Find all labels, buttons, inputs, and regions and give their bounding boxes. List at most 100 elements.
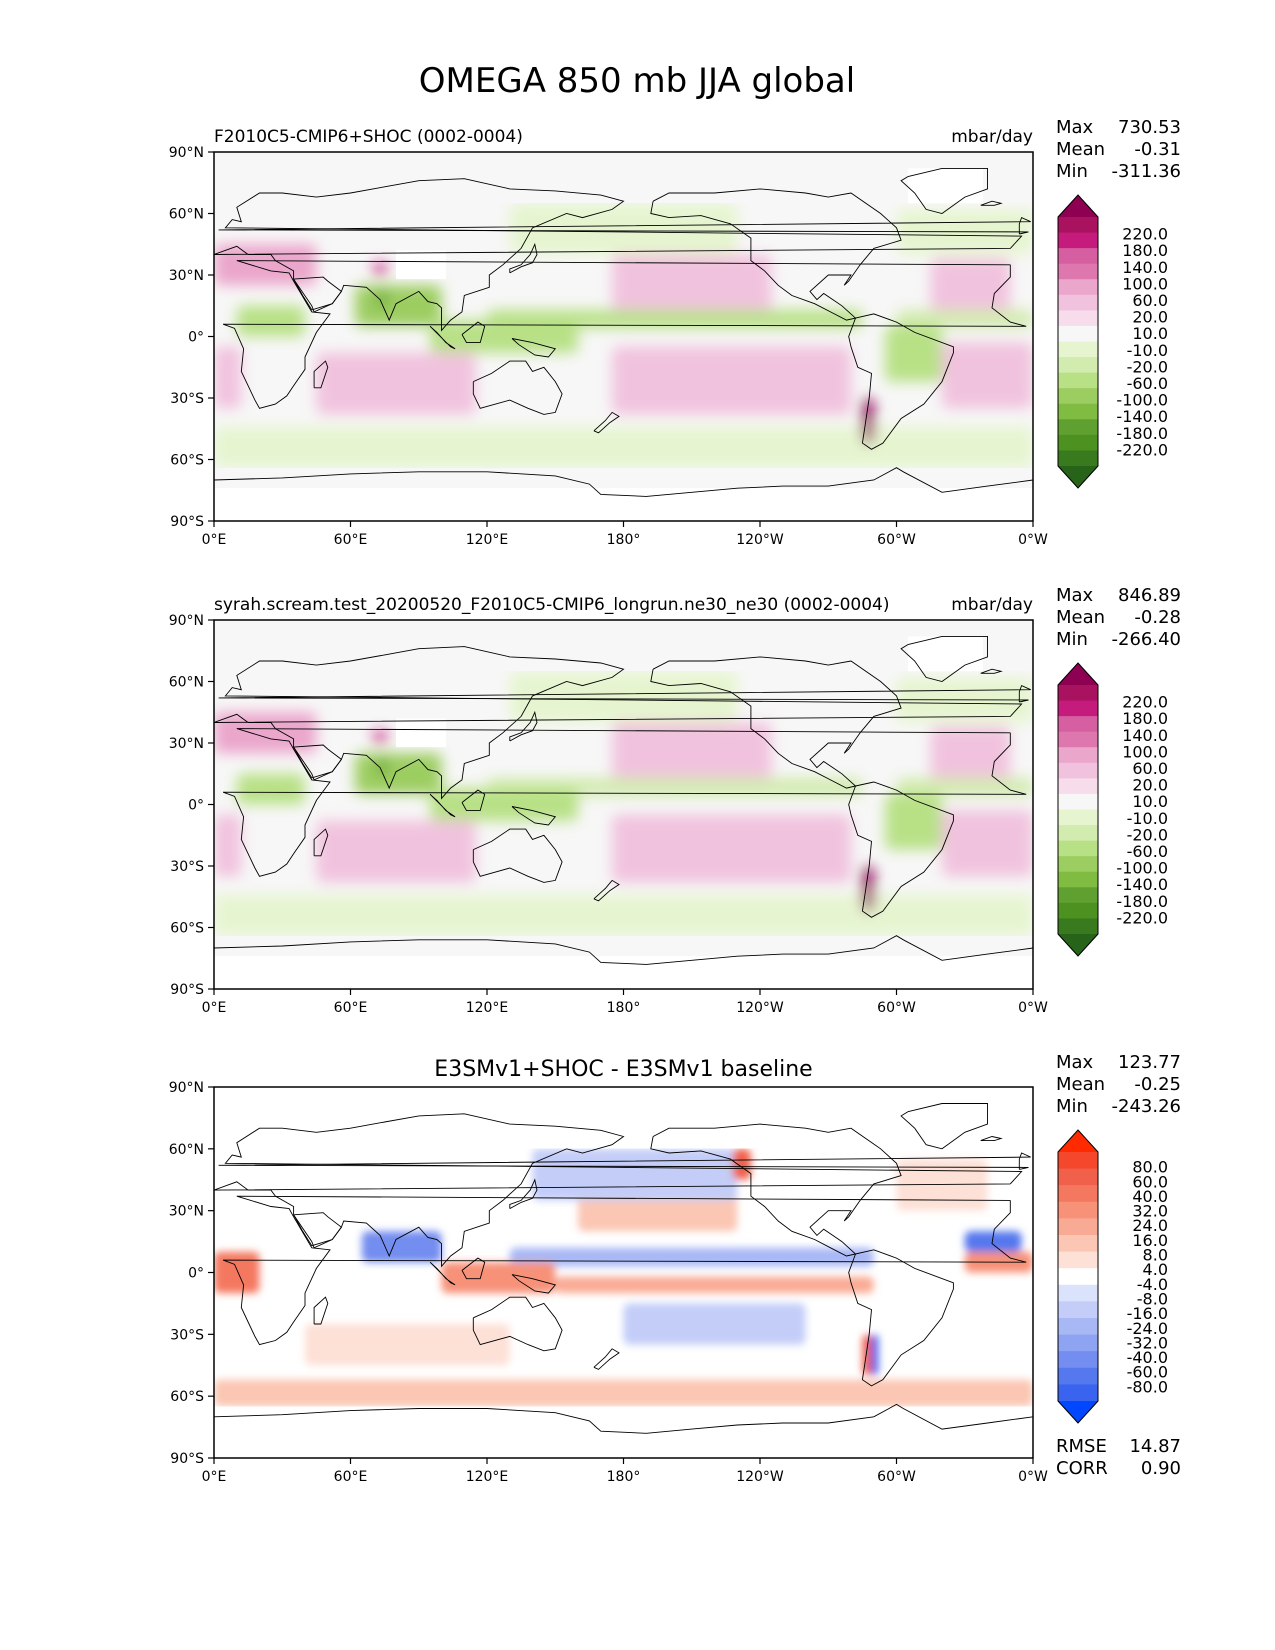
x-tick-label: 120°W bbox=[736, 1000, 784, 1016]
colorbar-segment bbox=[1058, 434, 1098, 451]
colorbar-tick-label: 180.0 bbox=[1122, 709, 1168, 728]
y-tick-label: 90°N bbox=[169, 1080, 204, 1096]
x-tick-label: 60°W bbox=[877, 1469, 916, 1485]
coastline bbox=[429, 325, 456, 350]
colorbar-tick-label: -24.0 bbox=[1127, 1319, 1168, 1338]
coastline bbox=[214, 1403, 1033, 1434]
coastline bbox=[293, 276, 343, 311]
colorbar-segment bbox=[1058, 357, 1098, 374]
x-tick-label: 180° bbox=[607, 532, 641, 548]
stat-label: Min bbox=[1056, 1096, 1088, 1117]
stat-value: -0.31 bbox=[1134, 139, 1181, 160]
colorbar-outline bbox=[1057, 1129, 1099, 1424]
x-tick-label: 60°E bbox=[334, 532, 368, 548]
field-region bbox=[214, 712, 317, 754]
colorbar-tick-label: 220.0 bbox=[1122, 693, 1168, 712]
x-tick-label: 120°E bbox=[466, 1000, 509, 1016]
colorbar-segment bbox=[1058, 1152, 1098, 1170]
field-region bbox=[487, 777, 863, 797]
field-region bbox=[896, 309, 1033, 329]
coastline bbox=[472, 1296, 563, 1352]
colorbar-segment bbox=[1058, 840, 1098, 857]
colorbar-segment bbox=[1058, 372, 1098, 389]
stat-label: Mean bbox=[1056, 139, 1105, 160]
field-region bbox=[862, 398, 874, 444]
field-region bbox=[316, 820, 476, 883]
colorbar-extend-top bbox=[1058, 1130, 1098, 1152]
footer-stat-label: CORR bbox=[1056, 1458, 1108, 1479]
coastline bbox=[429, 1261, 456, 1286]
y-tick-label: 30°S bbox=[170, 859, 204, 875]
field-region bbox=[623, 1303, 806, 1345]
field-region bbox=[305, 1324, 510, 1366]
colorbar-segment bbox=[1058, 1201, 1098, 1219]
colorbar-tick-label: 220.0 bbox=[1122, 225, 1168, 244]
stat-label: Max bbox=[1056, 585, 1094, 606]
field-region bbox=[361, 1231, 442, 1263]
field-region bbox=[236, 305, 305, 337]
colorbar-segment bbox=[1058, 1367, 1098, 1385]
field-region bbox=[441, 1262, 556, 1294]
coastline bbox=[593, 879, 620, 902]
field-region bbox=[214, 814, 242, 877]
coastline bbox=[472, 828, 563, 883]
colorbar-tick-label: -220.0 bbox=[1116, 440, 1168, 459]
y-tick-label: 90°S bbox=[170, 514, 204, 530]
colorbar-segment bbox=[1058, 248, 1098, 265]
coastline bbox=[848, 1249, 954, 1387]
coastline bbox=[900, 167, 988, 214]
stat-label: Min bbox=[1056, 161, 1088, 182]
field-region bbox=[236, 773, 305, 805]
colorbar-outline bbox=[1057, 194, 1099, 489]
coastline bbox=[650, 1123, 902, 1257]
coastline bbox=[214, 467, 1033, 497]
field-shading bbox=[214, 1148, 1033, 1407]
coastline bbox=[293, 1212, 343, 1247]
colorbar-tick-label: -140.0 bbox=[1116, 875, 1168, 894]
coastline bbox=[429, 793, 456, 818]
colorbar-segment bbox=[1058, 310, 1098, 327]
colorbar-segment bbox=[1058, 1168, 1098, 1186]
colorbar-tick-label: 140.0 bbox=[1122, 258, 1168, 277]
coastline bbox=[593, 1348, 620, 1370]
field-region bbox=[377, 291, 387, 306]
coastline bbox=[222, 260, 1027, 409]
field-region bbox=[896, 1159, 988, 1211]
colorbar: 220.0180.0140.0100.060.020.010.0-10.0-20… bbox=[1057, 662, 1168, 957]
colorbar-tick-label: 60.0 bbox=[1132, 759, 1168, 778]
y-tick-label: 30°N bbox=[169, 268, 204, 284]
y-tick-label: 30°S bbox=[170, 391, 204, 407]
colorbar-segment bbox=[1058, 902, 1098, 919]
stat-label: Mean bbox=[1056, 1074, 1105, 1095]
field-region bbox=[885, 794, 942, 850]
colorbar-tick-label: -32.0 bbox=[1127, 1333, 1168, 1352]
map-field bbox=[214, 1087, 1033, 1458]
y-tick-label: 90°S bbox=[170, 982, 204, 998]
missing-data-mask bbox=[907, 168, 983, 204]
y-tick-label: 0° bbox=[188, 330, 204, 346]
x-tick-label: 0°E bbox=[202, 532, 227, 548]
colorbar-tick-label: -10.0 bbox=[1127, 809, 1168, 828]
colorbar-tick-label: 10.0 bbox=[1132, 324, 1168, 343]
stat-value: -0.25 bbox=[1134, 1074, 1181, 1095]
stat-label: Max bbox=[1056, 117, 1094, 138]
panel-2: syrah.scream.test_20200520_F2010C5-CMIP6… bbox=[169, 585, 1181, 1016]
field-region bbox=[612, 722, 772, 780]
coastline bbox=[900, 635, 988, 682]
colorbar-extend-top bbox=[1058, 195, 1098, 217]
colorbar-segment bbox=[1058, 341, 1098, 358]
x-tick-label: 0°E bbox=[202, 1000, 227, 1016]
panel-3: E3SMv1+SHOC - E3SMv1 baseline 90°N 60°N 30°… bbox=[169, 1052, 1181, 1485]
coastline bbox=[218, 1152, 1031, 1170]
coastline bbox=[214, 178, 1023, 332]
y-tick-label: 90°N bbox=[169, 145, 204, 161]
coastline bbox=[313, 828, 329, 857]
x-tick-label: 0°W bbox=[1018, 532, 1048, 548]
coastline bbox=[980, 668, 1003, 674]
field-region bbox=[532, 1148, 738, 1201]
coastline bbox=[509, 1178, 538, 1209]
stat-value: -243.26 bbox=[1112, 1096, 1181, 1117]
colorbar-segment bbox=[1058, 731, 1098, 748]
coastline bbox=[214, 935, 1033, 965]
coastline bbox=[293, 744, 343, 779]
